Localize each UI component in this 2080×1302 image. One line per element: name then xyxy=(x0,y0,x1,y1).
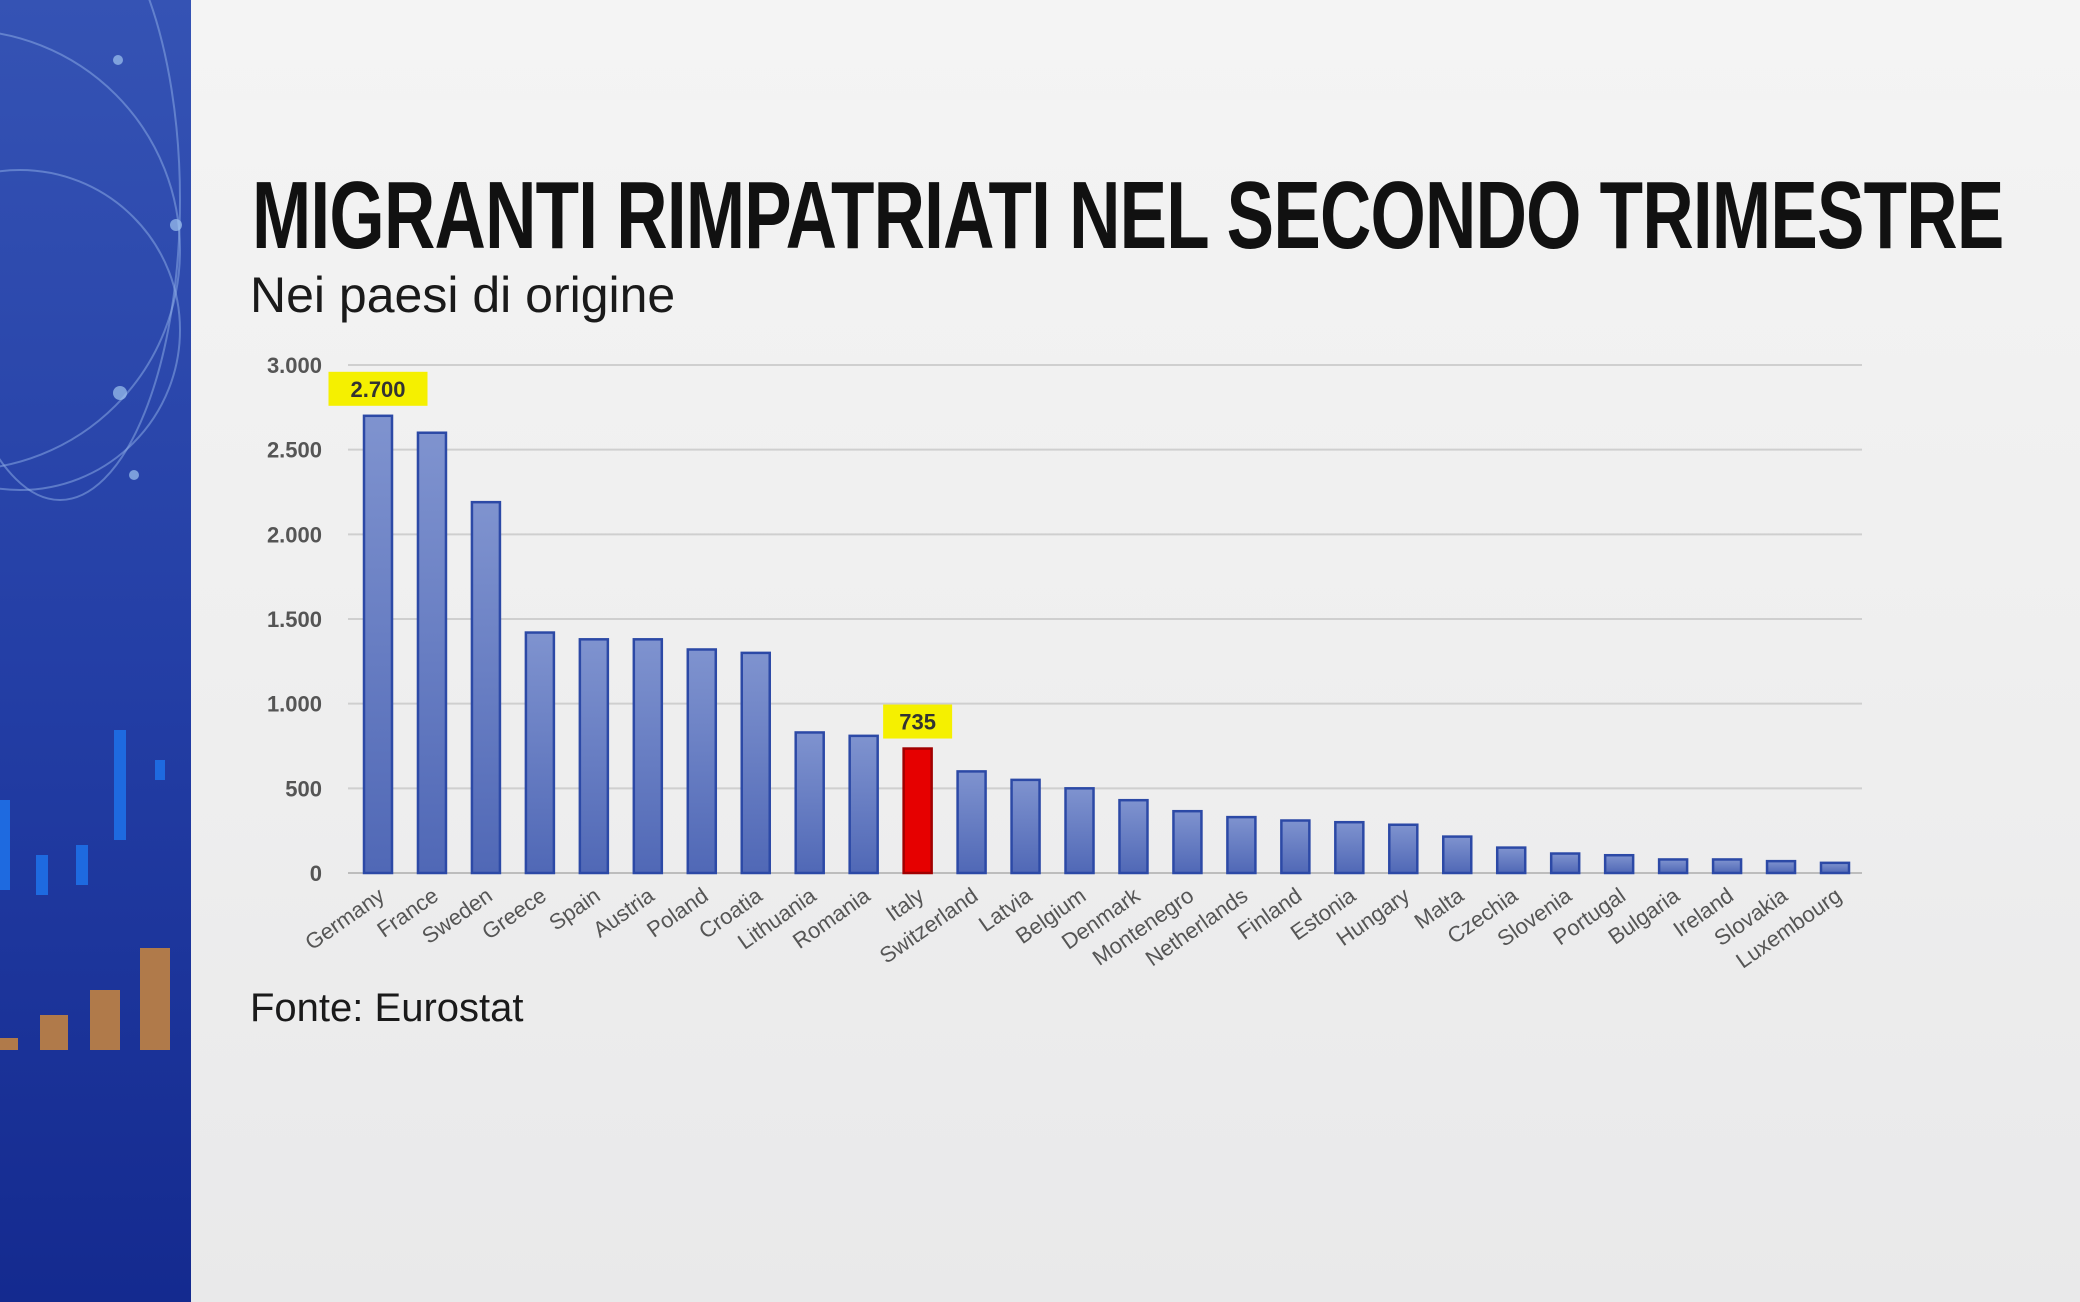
bar-sweden xyxy=(470,500,502,875)
bar-italy xyxy=(902,747,933,875)
y-tick-label: 2.500 xyxy=(267,438,322,463)
data-label: 2.700 xyxy=(350,377,405,402)
y-tick-label: 1.500 xyxy=(267,607,322,632)
data-label-background xyxy=(883,704,953,739)
bar-austria xyxy=(632,638,664,875)
bar-france xyxy=(416,431,448,875)
y-tick-label: 500 xyxy=(285,776,322,801)
bar-belgium xyxy=(1064,787,1095,875)
y-tick-label: 2.000 xyxy=(267,522,322,547)
bar-denmark xyxy=(1118,798,1149,875)
bar-lithuania xyxy=(794,731,825,875)
bar-spain xyxy=(578,638,610,875)
bar-czechia xyxy=(1495,846,1527,875)
page-title: MIGRANTI RIMPATRIATI NEL SECONDO TRIMEST… xyxy=(252,162,2004,269)
x-tick-label: Switzerland xyxy=(875,883,982,969)
page-subtitle: Nei paesi di origine xyxy=(250,267,676,323)
bar-finland xyxy=(1280,819,1311,875)
y-tick-label: 3.000 xyxy=(267,353,322,378)
bar-romania xyxy=(848,734,879,875)
y-tick-label: 1.000 xyxy=(267,692,322,717)
bar-montenegro xyxy=(1172,809,1203,875)
decorative-side-panel xyxy=(0,0,191,1302)
y-tick-label: 0 xyxy=(310,861,322,886)
bar-germany xyxy=(362,414,394,875)
bar-estonia xyxy=(1334,820,1365,875)
bar-netherlands xyxy=(1226,815,1257,875)
data-label-background xyxy=(328,371,428,406)
bar-slovakia xyxy=(1765,859,1797,875)
bar-latvia xyxy=(1010,778,1041,875)
x-tick-label: Austria xyxy=(588,882,659,942)
bar-hungary xyxy=(1388,823,1419,875)
bar-ireland xyxy=(1711,858,1743,875)
bar-greece xyxy=(524,631,556,875)
bar-switzerland xyxy=(956,770,987,875)
bar-slovenia xyxy=(1549,852,1581,875)
bar-malta xyxy=(1442,835,1473,875)
source-note: Fonte: Eurostat xyxy=(250,986,524,1030)
bar-bulgaria xyxy=(1657,858,1689,875)
bar-croatia xyxy=(740,651,771,875)
bar-portugal xyxy=(1603,853,1635,875)
bar-poland xyxy=(686,648,718,875)
bar-luxembourg xyxy=(1819,861,1851,875)
network-decoration-icon xyxy=(0,0,182,1050)
data-label: 735 xyxy=(899,710,936,735)
